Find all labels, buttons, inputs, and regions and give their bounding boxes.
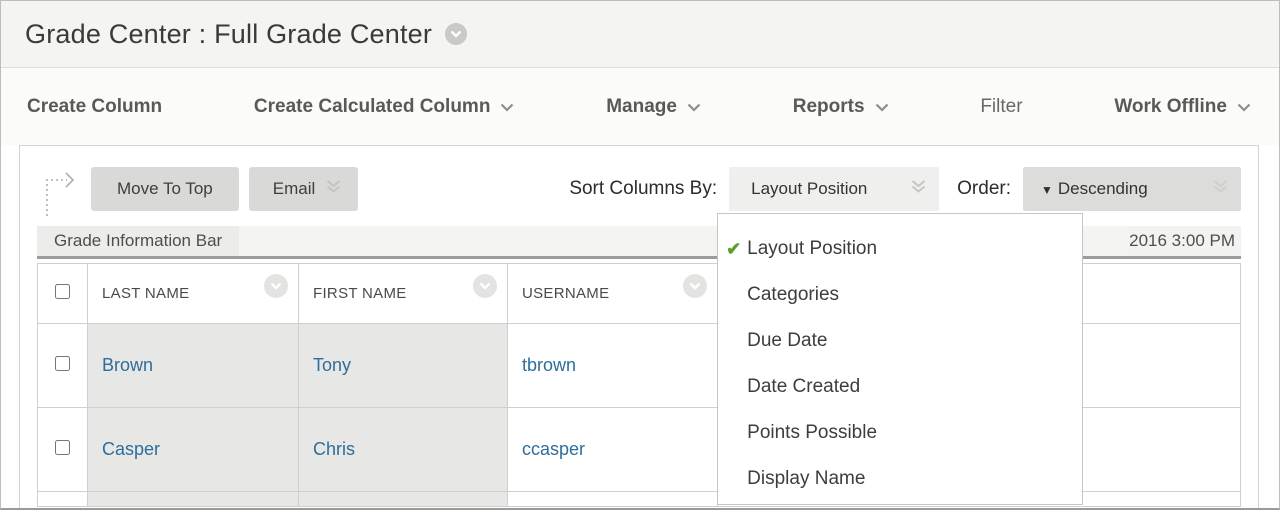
username-header[interactable]: USERNAME: [507, 263, 718, 324]
sort-by-select-wrap: Layout Position ✔ Layout Position Catego…: [717, 167, 1084, 505]
filter-button[interactable]: Filter: [980, 95, 1023, 117]
username-cell: tbrown: [507, 323, 718, 408]
reports-menu[interactable]: Reports: [793, 96, 889, 118]
action-bar: Create Column Create Calculated Column M…: [1, 68, 1279, 145]
column-menu-chevron-icon[interactable]: [683, 274, 707, 298]
divider-rule: [37, 256, 1241, 259]
first-name-cell: Chris: [298, 407, 508, 492]
last-name-cell: [87, 491, 299, 507]
sort-by-dropdown-menu: ✔ Layout Position Categories Due Date Da…: [717, 213, 1084, 505]
row-checkbox[interactable]: [55, 440, 70, 455]
menu-item-layout-position[interactable]: ✔ Layout Position: [718, 226, 1082, 272]
double-chevron-down-icon: [910, 179, 927, 199]
move-to-top-button[interactable]: Move To Top: [91, 167, 239, 211]
menu-item-categories[interactable]: Categories: [747, 284, 840, 305]
work-offline-menu[interactable]: Work Offline: [1114, 96, 1251, 118]
last-name-cell: Casper: [87, 407, 299, 492]
last-name-cell: Brown: [87, 323, 299, 408]
menu-item-date-created[interactable]: Date Created: [747, 376, 861, 397]
page-title: Grade Center : Full Grade Center: [25, 18, 433, 49]
last-name-header[interactable]: LAST NAME: [87, 263, 299, 324]
first-name-header[interactable]: FIRST NAME: [298, 263, 508, 324]
title-context-menu-chevron-icon[interactable]: [445, 23, 468, 45]
chevron-down-icon: [1237, 96, 1251, 118]
manage-menu[interactable]: Manage: [606, 96, 701, 118]
username-cell: ccasper: [507, 407, 718, 492]
order-select[interactable]: ▼ Descending: [1023, 167, 1241, 211]
double-chevron-down-icon: [1212, 179, 1229, 199]
sort-by-select[interactable]: Layout Position: [729, 167, 940, 211]
row-select-cell: [37, 491, 88, 507]
select-all-header-cell: [37, 263, 88, 324]
first-name-cell: Tony: [298, 323, 508, 408]
chevron-down-icon: [875, 96, 889, 118]
double-chevron-down-icon: [325, 179, 342, 199]
chevron-down-icon: [687, 96, 701, 118]
last-name-link[interactable]: Casper: [102, 439, 161, 459]
order-label: Order:: [957, 178, 1011, 199]
create-calculated-column-menu[interactable]: Create Calculated Column: [254, 96, 515, 118]
email-button[interactable]: Email: [248, 167, 359, 211]
username-link[interactable]: tbrown: [522, 355, 577, 375]
descending-triangle-icon: ▼: [1041, 183, 1053, 197]
grid-toolbar: Move To Top Email Sort Columns By: Layou…: [37, 166, 1241, 505]
menu-item-due-date[interactable]: Due Date: [747, 330, 828, 351]
username-link[interactable]: ccasper: [522, 439, 586, 459]
first-name-cell: [298, 491, 508, 507]
create-column-button[interactable]: Create Column: [27, 95, 163, 117]
chevron-down-icon: [500, 96, 514, 118]
first-name-link[interactable]: Chris: [313, 439, 356, 459]
reorder-arrow-icon: [39, 164, 85, 221]
row-select-cell: [37, 323, 88, 408]
page-header: Grade Center : Full Grade Center: [1, 1, 1279, 68]
first-name-link[interactable]: Tony: [313, 355, 352, 375]
grade-center-content: Move To Top Email Sort Columns By: Layou…: [19, 145, 1259, 508]
column-menu-chevron-icon[interactable]: [264, 274, 288, 298]
grade-information-bar-label[interactable]: Grade Information Bar: [37, 226, 240, 256]
last-saved-timestamp: 2016 3:00 PM: [1129, 226, 1241, 256]
menu-item-display-name[interactable]: Display Name: [747, 468, 866, 489]
last-name-link[interactable]: Brown: [102, 355, 154, 375]
menu-item-points-possible[interactable]: Points Possible: [747, 422, 878, 443]
row-checkbox[interactable]: [55, 356, 70, 371]
column-menu-chevron-icon[interactable]: [473, 274, 497, 298]
row-select-cell: [37, 407, 88, 492]
username-cell: [507, 491, 718, 507]
selected-check-icon: ✔: [726, 239, 742, 259]
sort-columns-by-label: Sort Columns By:: [569, 178, 718, 199]
select-all-checkbox[interactable]: [55, 284, 70, 299]
